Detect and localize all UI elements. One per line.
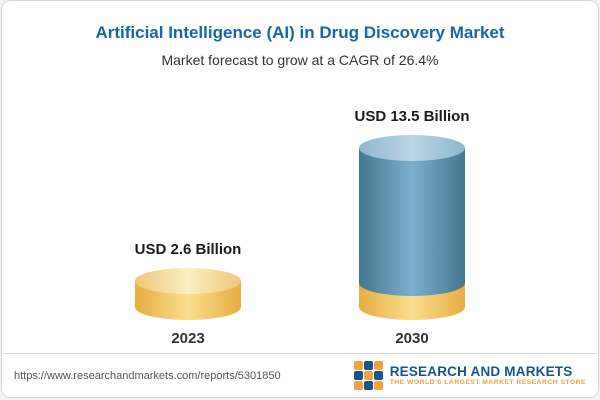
brand-block: RESEARCH AND MARKETS THE WORLD'S LARGEST… — [353, 361, 586, 390]
axis-label-2030: 2030 — [395, 330, 429, 347]
bar-2023 — [135, 268, 241, 320]
value-label-2030: USD 13.5 Billion — [354, 108, 470, 125]
bar-group-2030: USD 13.5 Billion 2030 — [332, 108, 492, 347]
footer-bar: https://www.researchandmarkets.com/repor… — [2, 353, 598, 397]
bar-2030 — [359, 135, 465, 320]
axis-label-2023: 2023 — [171, 330, 205, 347]
value-label-2023: USD 2.6 Billion — [134, 241, 242, 258]
chart-subtitle: Market forecast to grow at a CAGR of 26.… — [161, 52, 439, 68]
bar-2030-body — [359, 148, 465, 296]
bar-2030-top-ellipse — [359, 135, 465, 161]
brand-text: RESEARCH AND MARKETS THE WORLD'S LARGEST… — [390, 364, 586, 387]
bar-group-2023: USD 2.6 Billion 2023 — [108, 241, 268, 347]
brand-name: RESEARCH AND MARKETS — [389, 363, 573, 379]
report-url: https://www.researchandmarkets.com/repor… — [14, 369, 281, 382]
bar-chart: USD 2.6 Billion 2023 USD 13.5 Billion 20… — [2, 108, 598, 347]
chart-title: Artificial Intelligence (AI) in Drug Dis… — [95, 23, 505, 42]
brand-tagline: THE WORLD'S LARGEST MARKET RESEARCH STOR… — [389, 379, 586, 387]
bar-2023-top-ellipse — [135, 268, 241, 294]
research-and-markets-grid-icon — [353, 361, 383, 390]
